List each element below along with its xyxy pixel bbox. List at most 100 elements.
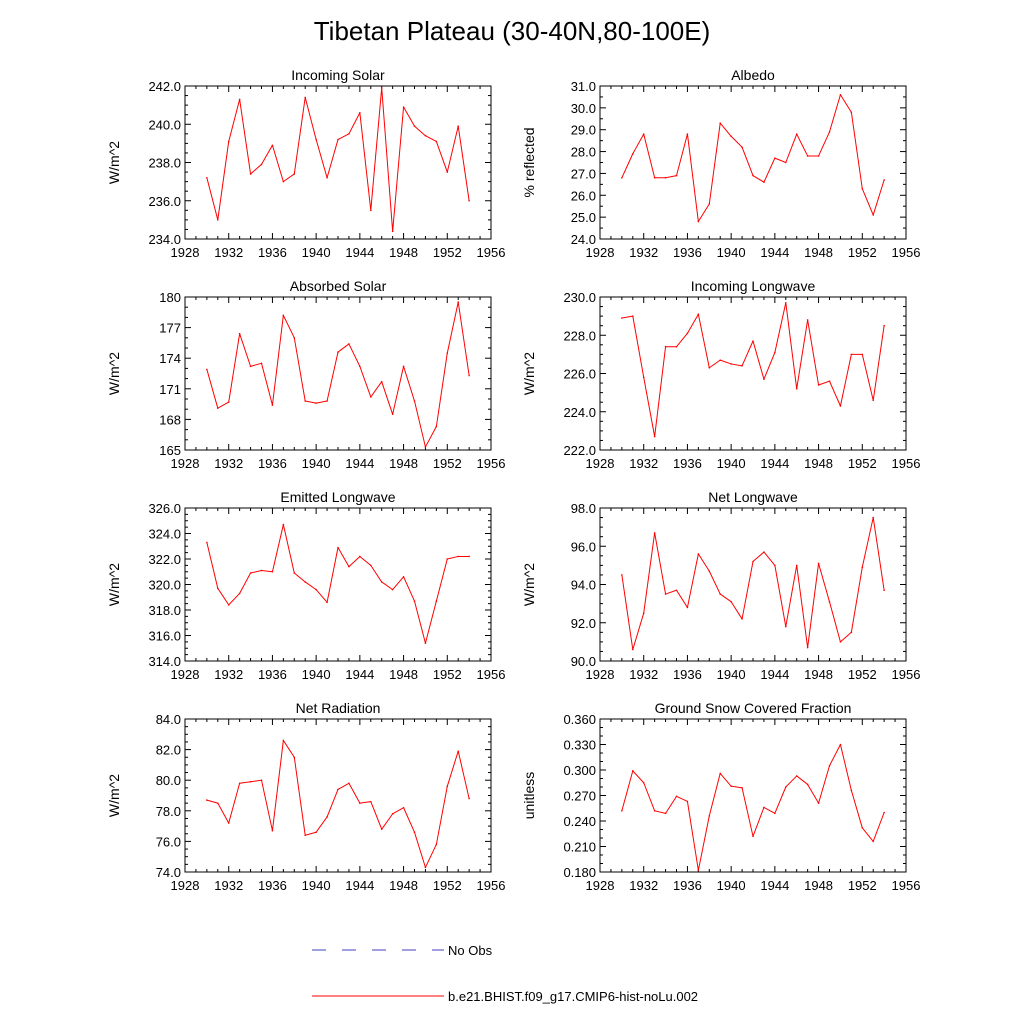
data-point: [861, 827, 864, 829]
data-point: [249, 365, 252, 368]
data-point: [326, 400, 328, 402]
x-tick-label: 1932: [629, 878, 658, 893]
x-tick-label: 1956: [477, 456, 506, 471]
series-line: [621, 302, 885, 438]
data-point: [730, 785, 732, 787]
series-line: [206, 739, 470, 868]
data-point: [326, 816, 328, 818]
data-point: [369, 564, 372, 567]
x-tick-label: 1956: [477, 667, 506, 682]
data-point: [424, 642, 427, 644]
y-tick-label: 78.0: [156, 804, 181, 819]
data-point: [883, 179, 885, 181]
y-tick-label: 316.0: [148, 629, 181, 644]
data-point: [708, 203, 711, 205]
data-point: [304, 400, 307, 402]
data-point: [216, 219, 219, 221]
data-point: [348, 133, 350, 135]
y-tick-label: 240.0: [148, 117, 181, 132]
data-point: [784, 161, 787, 164]
data-point: [795, 775, 798, 777]
data-point: [206, 177, 208, 179]
data-point: [763, 378, 765, 381]
x-tick-label: 1936: [673, 456, 702, 471]
y-axis-label: % reflected: [521, 127, 537, 197]
y-tick-label: 326.0: [148, 501, 181, 516]
data-point: [326, 177, 328, 179]
data-point: [271, 404, 274, 406]
data-point: [413, 831, 416, 834]
data-point: [446, 785, 449, 788]
data-point: [457, 125, 460, 127]
y-tick-label: 0.210: [563, 840, 596, 855]
data-point: [260, 163, 263, 166]
data-point: [872, 399, 875, 402]
y-tick-label: 322.0: [148, 552, 181, 567]
x-tick-label: 1956: [892, 245, 921, 260]
data-point: [686, 133, 689, 135]
x-tick-label: 1944: [345, 667, 374, 682]
data-point: [653, 177, 656, 179]
data-point: [741, 365, 743, 367]
y-tick-label: 177: [159, 321, 181, 336]
data-point: [763, 806, 765, 809]
data-point: [730, 135, 732, 138]
data-point: [675, 795, 678, 798]
x-tick-label: 1928: [171, 878, 200, 893]
data-point: [238, 332, 241, 335]
data-point: [806, 155, 809, 157]
data-point: [413, 125, 416, 127]
data-point: [763, 181, 765, 183]
panels: Incoming Solar W/m^2 1928 1932 1936 1940 1944 1…: [106, 67, 920, 893]
data-point: [784, 786, 787, 788]
x-tick-label: 1948: [804, 245, 833, 260]
x-tick-label: 1952: [433, 667, 462, 682]
data-point: [282, 180, 285, 183]
data-point: [315, 831, 317, 834]
data-point: [457, 555, 460, 558]
data-point: [380, 828, 383, 830]
data-point: [260, 362, 263, 365]
x-tick-label: 1940: [302, 878, 331, 893]
x-tick-label: 1952: [433, 245, 462, 260]
series-line: [206, 87, 470, 232]
data-point: [664, 345, 667, 348]
plot-frame: [184, 507, 492, 662]
legend-model-label: b.e21.BHIST.f09_g17.CMIP6-hist-noLu.002: [448, 989, 698, 1004]
series-line: [621, 744, 885, 871]
data-point: [631, 152, 634, 155]
x-tick-label: 1948: [389, 245, 418, 260]
x-tick-label: 1944: [760, 456, 789, 471]
data-point: [686, 606, 689, 609]
data-point: [380, 380, 383, 383]
y-tick-label: 242.0: [148, 79, 181, 94]
x-tick-label: 1936: [673, 667, 702, 682]
data-point: [621, 317, 623, 319]
y-tick-label: 25.0: [571, 210, 596, 225]
data-point: [795, 388, 798, 390]
data-point: [206, 368, 208, 371]
x-tick-label: 1928: [586, 245, 615, 260]
data-point: [861, 566, 864, 569]
panel-title: Emitted Longwave: [280, 489, 395, 505]
x-tick-label: 1956: [892, 667, 921, 682]
panel-6: Net Longwave W/m^2 1928 1932 1936 1940 1944 194…: [521, 489, 920, 682]
x-tick-label: 1940: [302, 456, 331, 471]
plot-frame: [599, 507, 907, 662]
data-point: [304, 581, 307, 583]
data-point: [380, 87, 383, 89]
data-point: [708, 570, 711, 572]
y-tick-label: 228.0: [563, 328, 596, 343]
y-tick-label: 222.0: [563, 443, 596, 458]
data-point: [861, 187, 864, 190]
data-point: [774, 812, 776, 815]
data-point: [708, 366, 711, 369]
data-point: [468, 555, 470, 558]
y-axis-label: W/m^2: [106, 774, 122, 817]
data-point: [642, 781, 645, 784]
y-tick-label: 230.0: [563, 290, 596, 305]
x-tick-label: 1952: [848, 245, 877, 260]
y-tick-label: 80.0: [156, 773, 181, 788]
data-point: [326, 601, 328, 604]
